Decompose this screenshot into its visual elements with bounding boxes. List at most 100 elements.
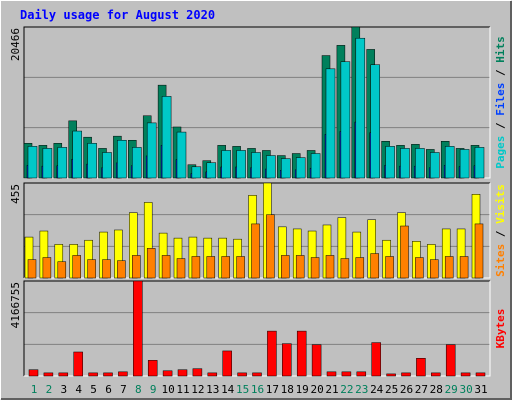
x-tick-label: 1 (31, 383, 38, 396)
chart-title: Daily usage for August 2020 (20, 8, 215, 22)
x-tick-label: 23 (355, 383, 368, 396)
bar (400, 225, 409, 279)
legend-separator: / (494, 230, 507, 237)
bar (191, 256, 201, 279)
bar (295, 157, 306, 179)
bar (400, 148, 410, 179)
x-tick-label: 2 (46, 383, 53, 396)
bar (221, 150, 231, 179)
x-tick-label: 17 (266, 383, 279, 396)
bar (251, 223, 260, 279)
x-tick-label: 16 (251, 383, 264, 396)
bar (236, 256, 245, 279)
plot-border-dark (23, 182, 490, 278)
x-tick-label: 10 (161, 383, 174, 396)
legend-entry: Pages (494, 136, 507, 169)
x-tick-label: 20 (310, 383, 323, 396)
plot-area (24, 281, 490, 376)
bar (117, 260, 126, 279)
bar (222, 350, 232, 377)
x-tick-label: 18 (281, 383, 294, 396)
bar (191, 166, 202, 179)
bar (459, 256, 469, 279)
bar (415, 257, 424, 279)
bar (87, 259, 96, 279)
bar (42, 257, 52, 279)
bar (221, 256, 230, 279)
bar (72, 255, 81, 279)
bar (237, 372, 247, 377)
bar (430, 152, 440, 179)
bar (370, 64, 380, 179)
x-tick-label: 5 (90, 383, 97, 396)
bar (281, 158, 291, 179)
bar (266, 214, 275, 279)
bar (206, 162, 217, 179)
bar (57, 261, 67, 279)
bar (430, 259, 439, 279)
bar (206, 256, 216, 279)
x-tick-label: 31 (474, 383, 487, 396)
bar (72, 130, 82, 179)
bar (281, 255, 290, 279)
bar (118, 371, 128, 377)
bar (341, 371, 352, 377)
bar (311, 344, 322, 377)
bar (132, 147, 142, 179)
bar (252, 372, 262, 377)
x-tick-label: 15 (236, 383, 249, 396)
x-tick-label: 4 (75, 383, 82, 396)
bar (386, 373, 396, 377)
bar (431, 372, 441, 377)
bar (295, 255, 305, 279)
legend: Sites / Visits (494, 184, 507, 277)
bar (474, 223, 484, 279)
bar (371, 342, 381, 377)
bar (88, 372, 98, 377)
bar (236, 150, 246, 179)
x-tick-label: 3 (60, 383, 67, 396)
x-tick-label: 27 (415, 383, 428, 396)
bar (325, 255, 335, 279)
bar (356, 371, 367, 377)
legend-separator: / (494, 122, 507, 129)
bar (267, 330, 277, 377)
plot-border-dark (23, 26, 490, 178)
bar (102, 259, 111, 279)
bar (325, 68, 336, 179)
bar (176, 131, 187, 179)
x-tick-label: 25 (385, 383, 398, 396)
bar (445, 344, 456, 377)
bar (42, 148, 53, 179)
bar (176, 258, 186, 279)
bar (474, 147, 485, 179)
legend-entry: Sites (494, 244, 507, 277)
bar (146, 248, 156, 279)
legend-entry: Visits (494, 184, 507, 224)
bar (310, 257, 320, 279)
bar (161, 96, 172, 179)
legend-entry: KBytes (494, 309, 507, 349)
plot-border-dark (23, 280, 490, 376)
legend-entry: Hits (494, 36, 507, 63)
bar (385, 146, 395, 179)
legend-entry: Files (494, 83, 507, 116)
bar (340, 61, 351, 179)
bar (460, 372, 471, 377)
x-tick-label: 19 (296, 383, 309, 396)
bar (27, 259, 37, 279)
legend: Pages / Files / Hits (494, 36, 507, 169)
bar (27, 146, 38, 179)
x-tick-label: 6 (105, 383, 112, 396)
bar (415, 148, 425, 179)
bar (102, 152, 112, 179)
y-tick-label: 20466 (9, 28, 22, 61)
y-tick-label: 4166755 (9, 282, 22, 328)
bar (177, 369, 188, 377)
bar (475, 372, 486, 377)
x-tick-label: 9 (150, 383, 157, 396)
bar (207, 372, 218, 377)
bar (385, 256, 394, 279)
